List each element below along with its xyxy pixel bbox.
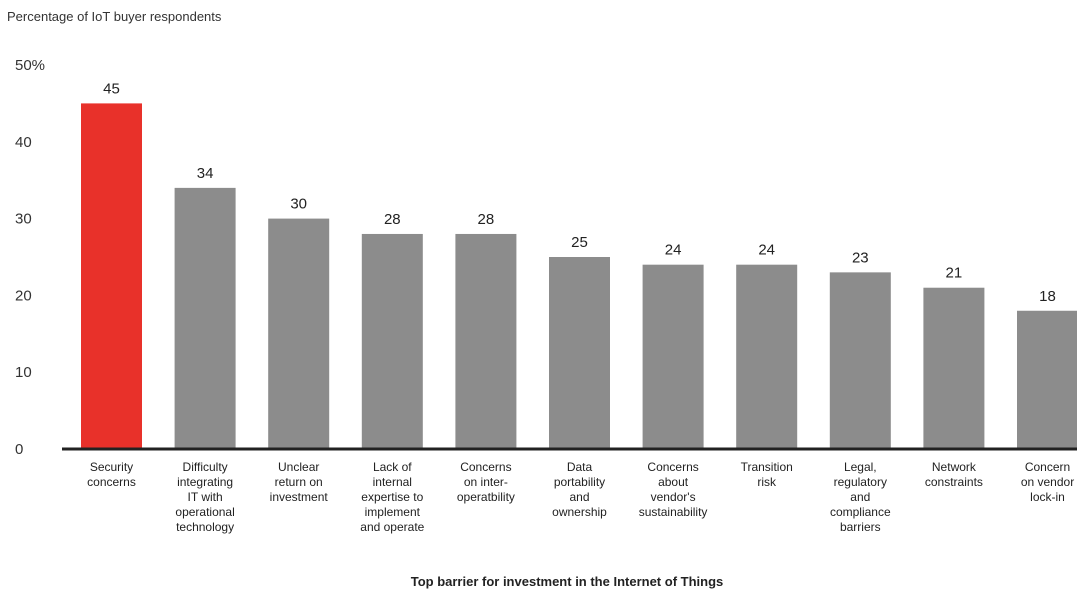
category-label-line: regulatory	[834, 475, 887, 489]
bar	[642, 264, 704, 449]
bars-group	[81, 103, 1077, 450]
category-label-line: Concerns	[460, 460, 511, 474]
category-label-line: Difficulty	[183, 460, 228, 474]
bar	[923, 287, 985, 449]
category-label-line: on vendor	[1021, 475, 1074, 489]
bar	[81, 103, 142, 450]
bar-value-label: 25	[571, 234, 588, 251]
y-axis-title: Percentage of IoT buyer respondents	[7, 9, 222, 24]
category-label-line: implement	[365, 505, 421, 519]
bar-value-label: 23	[852, 249, 869, 266]
bar	[455, 233, 517, 449]
value-labels-group: 45 34 30 28 28 25 24 24 23 21 18	[103, 80, 1056, 304]
category-label-line: expertise to	[361, 490, 423, 504]
category-label-line: investment	[270, 490, 329, 504]
bar-value-label: 34	[197, 165, 214, 182]
category-label-line: Unclear	[278, 460, 319, 474]
category-label-line: risk	[757, 475, 777, 489]
category-label-line: Network	[932, 460, 977, 474]
category-label-line: Legal,	[844, 460, 877, 474]
category-label-line: Concern	[1025, 460, 1070, 474]
x-axis-title: Top barrier for investment in the Intern…	[411, 574, 724, 589]
bar-value-label: 18	[1039, 288, 1056, 305]
y-tick-label: 30	[15, 211, 32, 228]
bar-value-label: 28	[384, 211, 401, 228]
category-label-line: IT with	[188, 490, 223, 504]
category-label-line: and operate	[360, 520, 424, 534]
category-label-line: operatbility	[457, 490, 515, 504]
category-label-line: lock-in	[1030, 490, 1065, 504]
y-tick-label: 50%	[15, 57, 45, 74]
bar-value-label: 24	[758, 242, 775, 259]
y-tick-label: 0	[15, 441, 23, 458]
category-label-line: compliance	[830, 505, 891, 519]
category-label-line: ownership	[552, 505, 607, 519]
category-label-line: concerns	[87, 475, 136, 489]
category-label-line: and	[850, 490, 870, 504]
bar-value-label: 30	[290, 196, 307, 213]
bar	[174, 187, 236, 449]
category-label-line: barriers	[840, 520, 881, 534]
category-label-line: portability	[554, 475, 605, 489]
category-label-line: internal	[373, 475, 412, 489]
y-tick-label: 10	[15, 364, 32, 381]
category-label-line: and	[569, 490, 589, 504]
bar-value-label: 28	[478, 211, 495, 228]
bar-value-label: 45	[103, 80, 120, 97]
category-label-line: Concerns	[647, 460, 698, 474]
bar	[268, 218, 330, 449]
y-axis-ticks: 0 10 20 30 40 50%	[15, 57, 45, 458]
category-label-line: about	[658, 475, 689, 489]
category-label-line: technology	[176, 520, 234, 534]
bar	[829, 272, 891, 449]
bar	[1017, 310, 1077, 449]
category-label-line: on inter-	[464, 475, 508, 489]
bar	[549, 257, 610, 449]
category-label-line: Security	[90, 460, 133, 474]
category-label-line: Transition	[741, 460, 793, 474]
category-label-line: sustainability	[639, 505, 708, 519]
category-label-line: constraints	[925, 475, 983, 489]
category-label-line: operational	[175, 505, 234, 519]
bar-value-label: 24	[665, 242, 682, 259]
category-label-line: Lack of	[373, 460, 412, 474]
bar-value-label: 21	[946, 265, 963, 282]
category-label-line: return on	[275, 475, 323, 489]
category-label-line: vendor's	[651, 490, 696, 504]
bar	[736, 264, 798, 449]
y-tick-label: 20	[15, 287, 32, 304]
y-tick-label: 40	[15, 134, 32, 151]
category-label-line: Data	[567, 460, 593, 474]
bar	[361, 233, 423, 449]
category-label-line: integrating	[177, 475, 233, 489]
